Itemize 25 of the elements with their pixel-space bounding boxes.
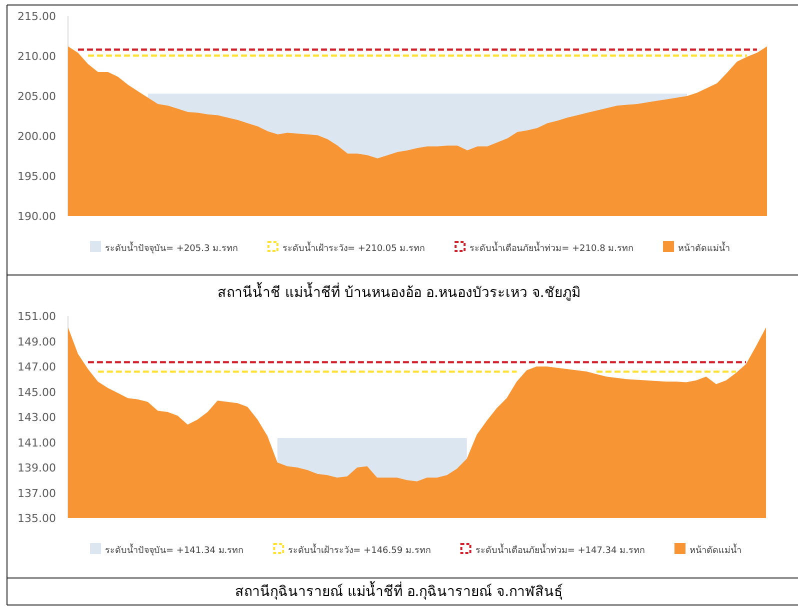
y-tick-label: 141.00 [18,436,56,450]
legend-label: ระดับน้ำปัจจุบัน= +205.3 ม.รทก [105,241,238,254]
legend-label: ระดับน้ำเตือนภัยน้ำท่วม= +210.8 ม.รทก [470,241,634,254]
y-tick-label: 145.00 [18,386,56,399]
legend-label: หน้าตัดแม่น้ำ [678,241,730,254]
y-tick-label: 151.00 [18,310,56,323]
legend-label: ระดับน้ำเฝ้าระวัง= +210.05 ม.รทก [282,241,425,254]
y-tick-label: 137.00 [18,486,56,500]
y-tick-label: 200.00 [18,130,56,143]
y-tick-label: 143.00 [18,411,56,424]
y-tick-label: 139.00 [18,462,56,474]
legend-label: ระดับน้ำเตือนภัยน้ำท่วม= +147.34 ม.รทก [475,543,644,556]
text: สถานีกุฉินารายณ์ แม่น้ำชีที่ อ.กุฉินารายณ์ จ.กาฬสินธุ์ [234,581,564,600]
y-tick-label: 210.00 [18,50,56,63]
legend-label: หน้าตัดแม่น้ำ [689,543,742,556]
text: สถานีน้ำชี แม่น้ำชีที่ บ้านหนองอ้อ อ.หนองบัวระเหว จ.ชัยภูมิ [218,282,580,301]
y-tick-label: 195.00 [18,170,56,183]
y-tick-label: 149.00 [18,335,56,348]
y-tick-label: 190.00 [18,210,56,223]
y-tick-label: 205.00 [18,90,56,103]
y-tick-label: 147.00 [18,360,56,374]
legend-label: ระดับน้ำปัจจุบัน= +141.34 ม.รทก [105,543,244,556]
y-tick-label: 135.00 [18,512,56,525]
legend-label: ระดับน้ำเฝ้าระวัง= +146.59 ม.รทก [288,543,430,556]
y-tick-label: 215.00 [18,10,56,23]
